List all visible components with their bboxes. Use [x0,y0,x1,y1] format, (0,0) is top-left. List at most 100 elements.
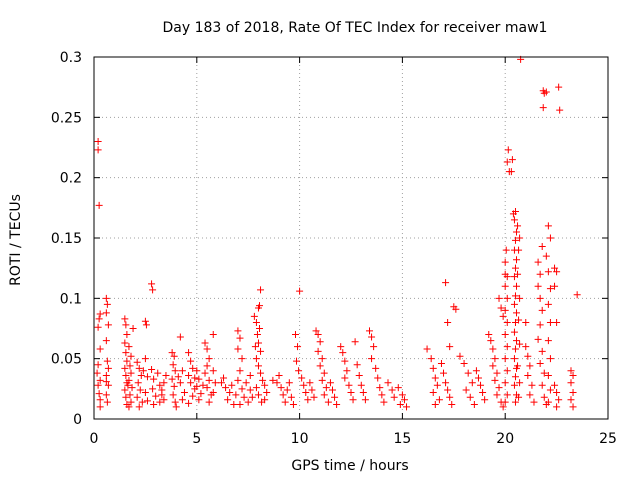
data-point [504,146,512,154]
data-point [169,361,177,369]
data-point [536,270,544,278]
data-point [524,372,532,380]
data-point [102,294,110,302]
data-point [515,316,523,324]
data-point [347,388,355,396]
data-point [388,386,396,394]
data-point [514,270,522,278]
data-point [246,386,254,394]
data-point [510,300,518,308]
data-point [257,369,265,377]
data-point [503,294,511,302]
data-point [503,273,511,281]
data-point [195,396,203,404]
data-point [376,384,384,392]
data-point [544,337,552,345]
data-point [481,396,489,404]
data-point [339,349,347,357]
data-point [263,388,271,396]
data-point [516,234,524,242]
data-point [333,401,341,409]
data-point [374,374,382,382]
data-point [253,331,261,339]
data-point [199,381,207,389]
data-point [126,362,134,370]
data-point [104,321,112,329]
data-point [121,315,129,323]
data-point [168,375,176,383]
data-point [503,391,511,399]
y-tick-label: 0.25 [51,110,82,126]
data-point [226,388,234,396]
data-point [491,355,499,363]
data-point [104,381,112,389]
data-point [320,391,328,399]
data-point [169,391,177,399]
data-point [158,386,166,394]
data-point [128,384,136,392]
data-point [345,381,353,389]
data-point [462,386,470,394]
data-point [94,381,102,389]
data-point [125,343,133,351]
data-point [312,327,320,335]
data-point [259,376,267,384]
data-point [228,381,236,389]
data-point [485,331,493,339]
data-point [353,361,361,369]
y-tick-label: 0.3 [60,50,82,66]
data-point [501,331,509,339]
data-point [502,246,510,254]
data-point [122,372,130,380]
data-point [96,345,104,353]
data-point [222,384,230,392]
data-point [287,393,295,401]
data-point [343,367,351,375]
data-point [269,376,277,384]
data-point [211,379,219,387]
data-point [160,396,168,404]
data-point [569,388,577,396]
data-point [220,374,228,382]
y-tick-label: 0.15 [51,231,82,247]
data-point [497,304,505,312]
data-point [125,376,133,384]
data-point [94,137,102,145]
data-point [201,339,209,347]
data-point [501,398,509,406]
data-point [499,312,507,320]
data-point [189,364,197,372]
data-point [122,393,130,401]
data-point [127,398,135,406]
data-point [135,403,143,411]
x-tick-label: 0 [90,431,99,447]
data-point [378,391,386,399]
data-point [423,345,431,353]
data-point [133,393,141,401]
data-point [102,372,110,380]
data-point [187,357,195,365]
data-point [126,391,134,399]
data-point [316,362,324,370]
data-point [250,312,258,320]
data-point [446,393,454,401]
data-point [511,264,519,272]
data-point [464,369,472,377]
data-point [501,355,509,363]
data-point [544,300,552,308]
data-point [236,334,244,342]
data-point [524,352,532,360]
data-point [103,398,111,406]
data-point [310,393,318,401]
data-point [95,315,103,323]
data-point [141,355,149,363]
data-point [252,355,260,363]
data-point [366,327,374,335]
data-point [150,401,158,409]
data-point [491,376,499,384]
data-point [551,264,559,272]
data-point [191,374,199,382]
data-point [511,373,519,381]
data-point [256,325,264,332]
